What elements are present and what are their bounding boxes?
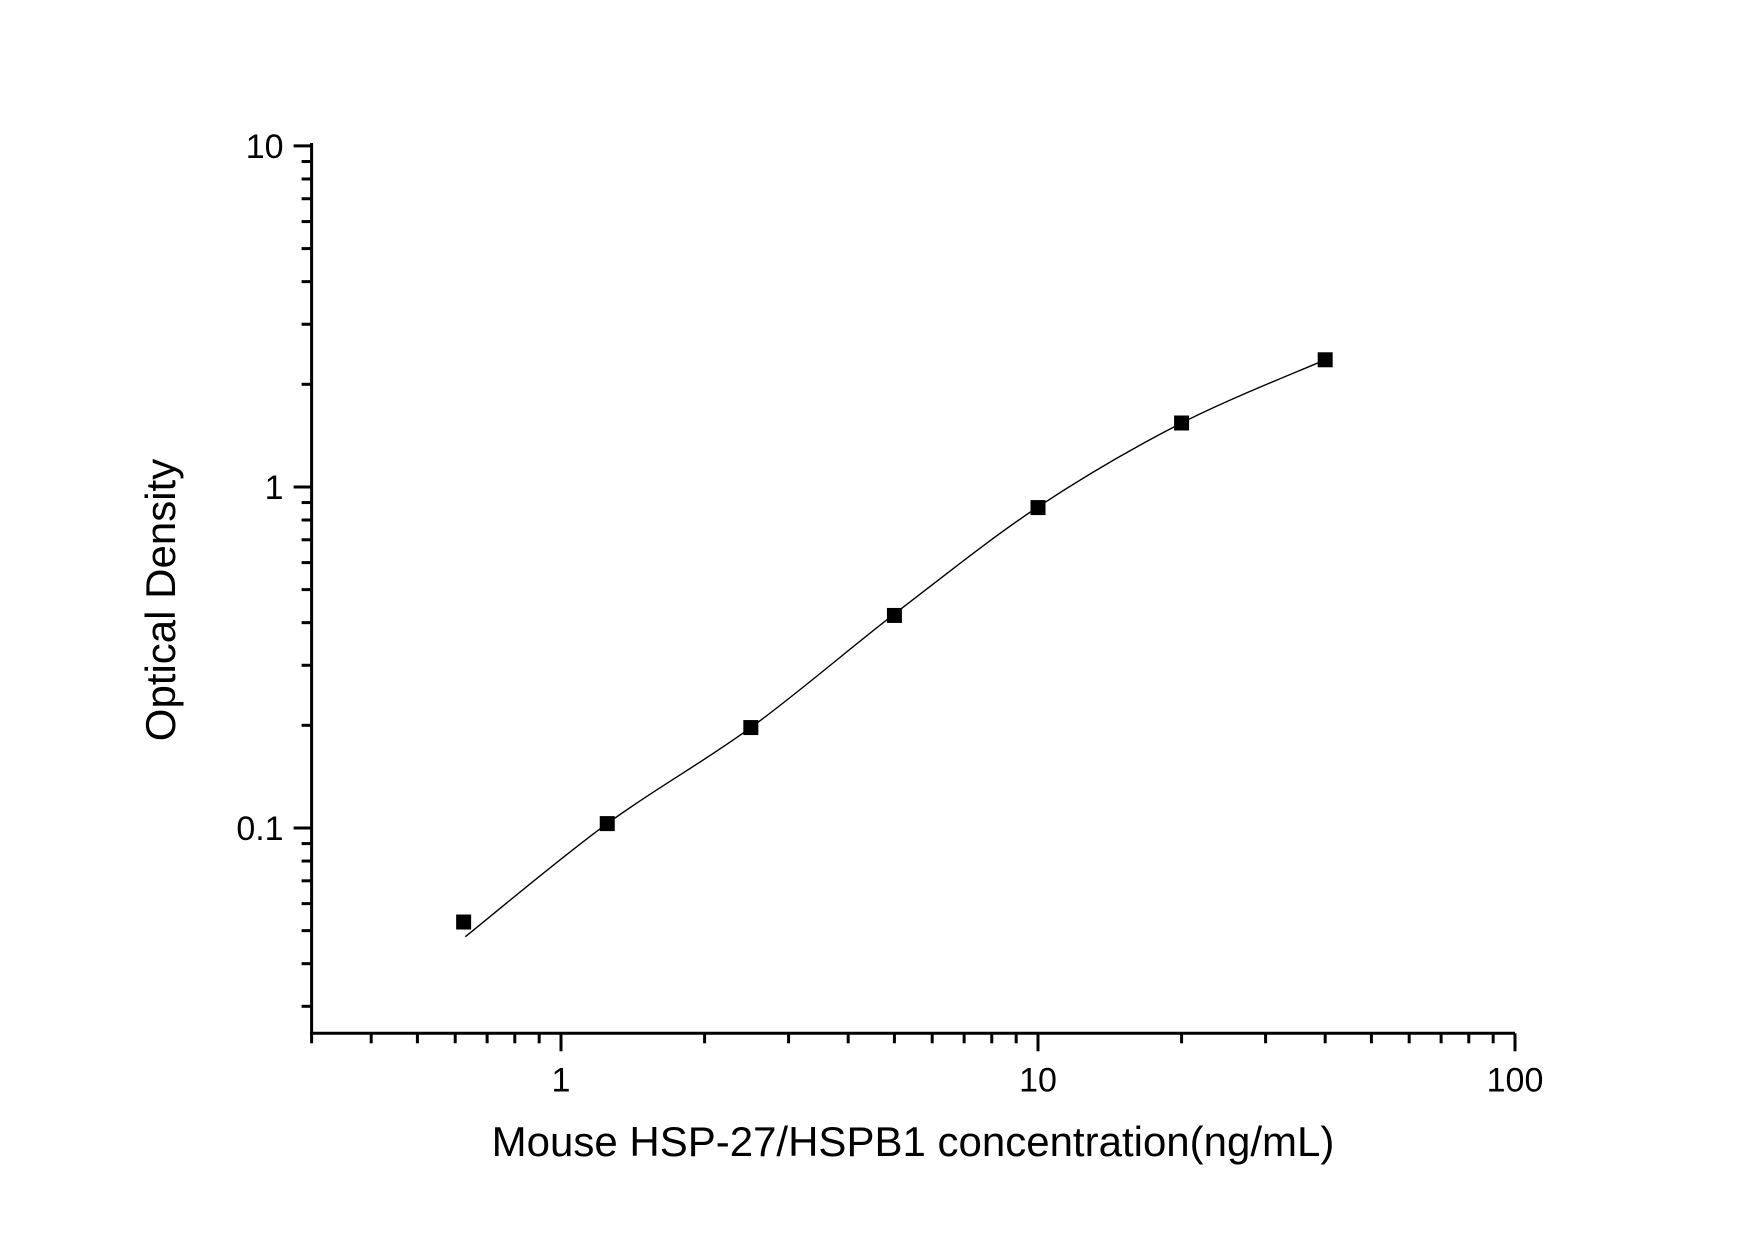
x-tick-label: 1 [552, 1061, 571, 1099]
y-tick-label: 10 [246, 128, 284, 166]
data-point-marker [1030, 500, 1046, 516]
data-point-marker [1317, 352, 1333, 368]
x-tick-label: 10 [1019, 1061, 1057, 1099]
x-axis-title: Mouse HSP-27/HSPB1 concentration(ng/mL) [491, 1118, 1335, 1165]
data-point-marker [886, 607, 902, 623]
y-axis-title: Optical Density [137, 458, 184, 742]
data-point-marker [456, 914, 472, 930]
y-tick-label: 1 [265, 469, 284, 507]
data-point-marker [743, 720, 759, 736]
standard-curve-line [464, 359, 1326, 938]
data-point-marker [599, 816, 615, 832]
y-tick-label: 0.1 [236, 810, 283, 848]
data-point-marker [1174, 415, 1190, 431]
x-tick-label: 100 [1487, 1061, 1544, 1099]
